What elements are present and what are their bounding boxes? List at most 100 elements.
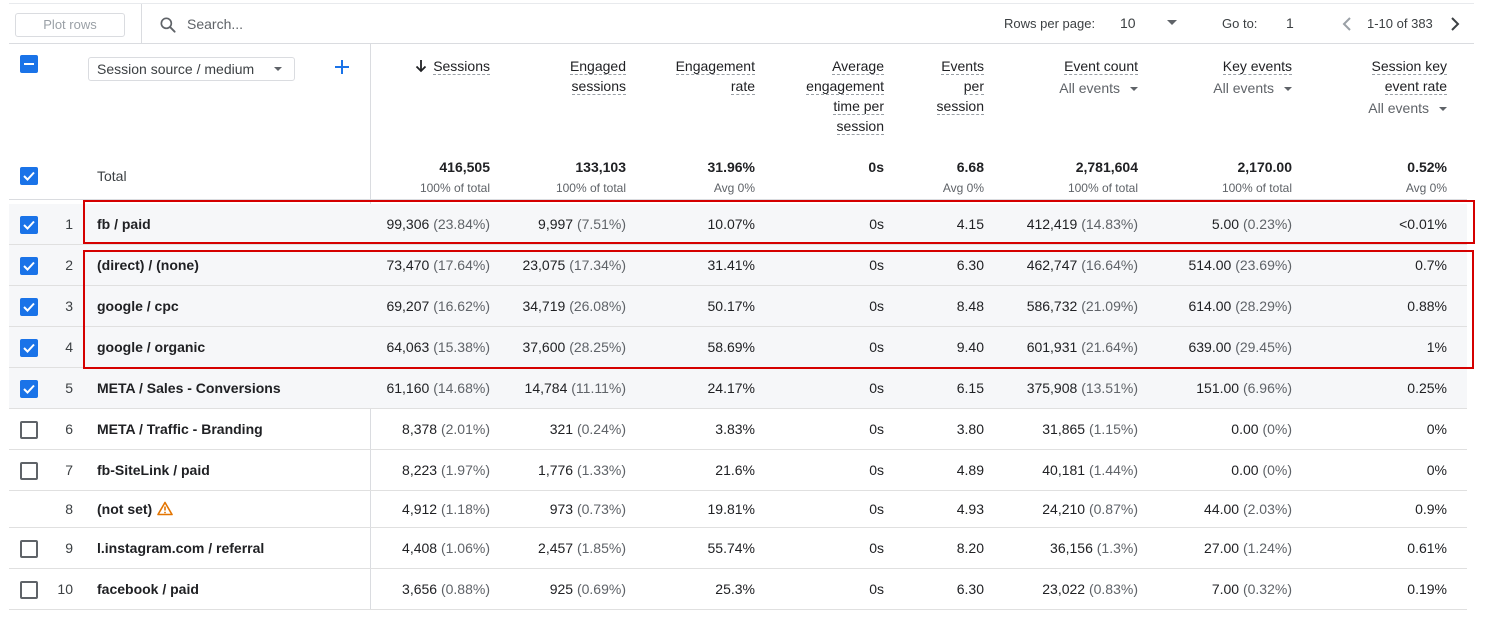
row-checkbox[interactable] — [20, 339, 38, 357]
cell-percent: (1.24%) — [1242, 540, 1292, 556]
row-checkbox[interactable] — [20, 380, 38, 398]
table-cell: 0s — [869, 380, 884, 396]
plot-rows-button[interactable]: Plot rows — [15, 13, 125, 37]
column-header-sessions[interactable]: Sessions — [340, 56, 490, 76]
total-value: 31.96% — [707, 159, 755, 175]
chevron-down-icon — [1130, 87, 1138, 92]
row-dimension[interactable]: fb / paid — [97, 216, 151, 232]
row-dimension[interactable]: META / Traffic - Branding — [97, 421, 263, 437]
column-header-engaged-sessions[interactable]: Engaged sessions — [476, 56, 626, 96]
row-checkbox[interactable] — [20, 581, 38, 599]
column-header-event-count[interactable]: Event count All events — [988, 56, 1138, 98]
row-dimension[interactable]: (not set) — [97, 501, 153, 517]
cell-value: 99,306 — [386, 216, 430, 232]
cell-value: 4,408 — [402, 540, 438, 556]
row-checkbox[interactable] — [20, 298, 38, 316]
cell-percent: (0.32%) — [1242, 581, 1292, 597]
row-dimension[interactable]: google / cpc — [97, 298, 179, 314]
cell-value: 8.20 — [956, 540, 984, 556]
totals-checkbox[interactable] — [20, 167, 38, 185]
row-dimension[interactable]: META / Sales - Conversions — [97, 380, 281, 396]
rows-per-page-select[interactable]: 10 — [1120, 15, 1136, 31]
cell-value: 31.41% — [707, 257, 755, 273]
warning-icon[interactable] — [157, 501, 174, 516]
table-row[interactable]: 8 (not set) 4,912 (1.18%) 973 (0.73%) 19.81%… — [9, 491, 1467, 528]
column-header-engagement-rate[interactable]: Engagement rate — [605, 56, 755, 96]
table-cell: 0s — [869, 581, 884, 597]
cell-percent: (1.18%) — [440, 501, 490, 517]
cell-percent: (0.24%) — [576, 421, 626, 437]
column-header-session-key-event-rate[interactable]: Session key event rate All events — [1297, 56, 1447, 118]
column-header-text: Sessions — [433, 58, 490, 75]
table-cell: 0.00 (0%) — [1231, 462, 1292, 478]
row-checkbox[interactable] — [20, 421, 38, 439]
goto-page-input[interactable]: 1 — [1286, 15, 1294, 31]
search-icon — [160, 17, 176, 33]
table-cell: 0.19% — [1407, 581, 1447, 597]
arrow-down-icon — [416, 60, 427, 73]
event-filter-select[interactable]: All events — [1059, 80, 1120, 96]
event-filter-select[interactable]: All events — [1213, 80, 1274, 96]
row-dimension[interactable]: google / organic — [97, 339, 206, 355]
table-row[interactable]: 7 fb-SiteLink / paid 8,223 (1.97%) 1,776 (1… — [9, 450, 1467, 491]
cell-value: 0s — [869, 339, 884, 355]
table-row[interactable]: 5 META / Sales - Conversions 61,160 (14.68… — [9, 368, 1467, 409]
table-cell: 9.40 — [957, 339, 984, 355]
table-row[interactable]: 1 fb / paid 99,306 (23.84%) 9,997 (7.51%) 10… — [9, 204, 1467, 245]
cell-value: 151.00 — [1196, 380, 1240, 396]
cell-value: 4.15 — [956, 216, 984, 232]
table-cell: 27.00 (1.24%) — [1204, 540, 1292, 556]
event-filter-select[interactable]: All events — [1368, 100, 1429, 116]
cell-value: 7.00 — [1211, 581, 1240, 597]
cell-value: 1,776 — [538, 462, 574, 478]
cell-value: 8.48 — [956, 298, 984, 314]
row-dimension[interactable]: l.instagram.com / referral — [97, 540, 265, 556]
row-checkbox[interactable] — [20, 216, 38, 234]
cell-value: 27.00 — [1204, 540, 1240, 556]
cell-value: 3,656 — [402, 581, 438, 597]
cell-value: 5.00 — [1211, 216, 1240, 232]
table-cell: 40,181 (1.44%) — [1042, 462, 1138, 478]
select-all-checkbox[interactable] — [20, 55, 38, 73]
row-number: 9 — [65, 540, 73, 556]
cell-percent: (13.51%) — [1081, 380, 1138, 396]
table-row[interactable]: 4 google / organic 64,063 (15.38%) 37,600 (… — [9, 327, 1467, 368]
column-header-events-per-session[interactable]: Events per session — [834, 56, 984, 116]
table-cell: 0.61% — [1407, 540, 1447, 556]
chevron-down-icon — [274, 67, 282, 71]
highlight-box — [83, 250, 1474, 369]
cell-percent: (1.33%) — [576, 462, 626, 478]
search-input[interactable] — [187, 14, 487, 34]
cell-value: 61,160 — [386, 380, 430, 396]
cell-percent: (2.03%) — [1242, 501, 1292, 517]
row-dimension[interactable]: fb-SiteLink / paid — [97, 462, 210, 478]
row-dimension[interactable]: (direct) / (none) — [97, 257, 199, 273]
cell-value: 64,063 — [386, 339, 430, 355]
cell-value: 58.69% — [707, 339, 755, 355]
row-checkbox[interactable] — [20, 540, 38, 558]
column-header-avg-engagement-time[interactable]: Average engagement time per session — [734, 56, 884, 136]
row-dimension[interactable]: facebook / paid — [97, 581, 199, 597]
column-header-key-events[interactable]: Key events All events — [1142, 56, 1292, 98]
cell-value: 0.25% — [1407, 380, 1447, 396]
table-row[interactable]: 6 META / Traffic - Branding 8,378 (2.01%) 3… — [9, 409, 1467, 450]
cell-value: 0.88% — [1407, 298, 1447, 314]
chevron-right-icon[interactable] — [1447, 13, 1463, 35]
cell-value: 9,997 — [538, 216, 574, 232]
cell-percent: (0.73%) — [576, 501, 626, 517]
cell-value: 639.00 — [1188, 339, 1232, 355]
row-dimension-wrap: google / organic — [97, 339, 205, 355]
chevron-left-icon[interactable] — [1339, 13, 1355, 35]
row-checkbox[interactable] — [20, 257, 38, 275]
plus-icon[interactable] — [333, 58, 351, 76]
table-cell: 0.25% — [1407, 380, 1447, 396]
column-header-text: Events — [941, 58, 984, 75]
dimension-select[interactable]: Session source / medium — [88, 57, 295, 81]
chevron-down-icon[interactable] — [1167, 20, 1177, 25]
table-cell: 64,063 (15.38%) — [386, 339, 490, 355]
table-row[interactable]: 9 l.instagram.com / referral 4,408 (1.06%)… — [9, 528, 1467, 569]
table-row[interactable]: 3 google / cpc 69,207 (16.62%) 34,719 (26.0… — [9, 286, 1467, 327]
cell-value: 0s — [869, 501, 884, 517]
table-row[interactable]: 10 facebook / paid 3,656 (0.88%) 925 (0.69%… — [9, 569, 1467, 610]
row-checkbox[interactable] — [20, 462, 38, 480]
